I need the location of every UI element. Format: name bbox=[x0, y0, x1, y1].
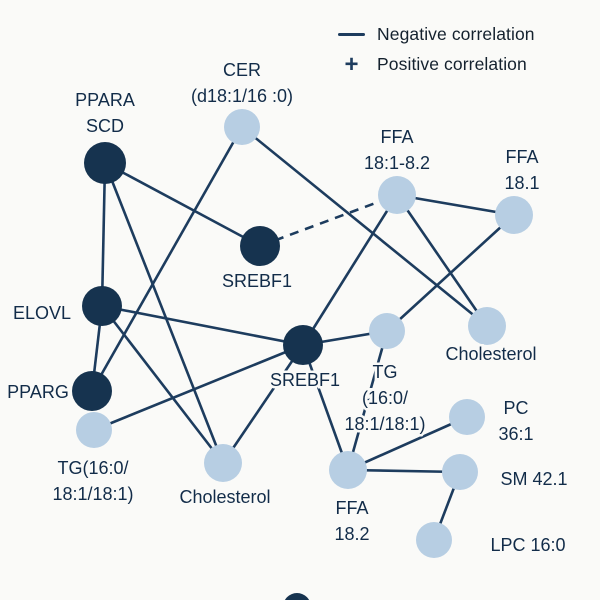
edge-ffa_18_1_8_2--ffa_18_1 bbox=[396, 193, 515, 217]
node-srebf1_a bbox=[240, 226, 280, 266]
edge-ppara_scd--chol_bottom bbox=[103, 162, 225, 464]
node-label-lpc_16_0: LPC 16:0 bbox=[490, 535, 565, 555]
node-label-tg_right: TG (16:0/18:1/18:1) bbox=[344, 362, 425, 434]
edge-ppara_scd--srebf1_a bbox=[104, 161, 261, 248]
node-elovl bbox=[82, 286, 122, 326]
node-label-ffa_18_1_8_2: FFA 18:1-8.2 bbox=[364, 127, 430, 173]
node-chol_bottom bbox=[204, 444, 242, 482]
edge-ppara_scd--elovl bbox=[100, 162, 107, 307]
node-pc_36_1 bbox=[449, 399, 485, 435]
node-label-chol_bottom: Cholesterol bbox=[179, 487, 270, 507]
node-label-sm_42_1: SM 42.1 bbox=[500, 469, 567, 489]
legend: Negative correlation + Positive correlat… bbox=[338, 24, 535, 78]
node-cer bbox=[224, 109, 260, 145]
node-chol_right bbox=[468, 307, 506, 345]
node-label-cer: CER (d18:1/16 :0) bbox=[191, 60, 293, 106]
negative-correlation-label: Negative correlation bbox=[377, 24, 535, 44]
edge-srebf1_b--tg_left bbox=[93, 343, 304, 432]
edge-srebf1_b--ffa_18_2 bbox=[301, 344, 350, 471]
node-label-pparg: PPARG bbox=[7, 382, 69, 402]
edge-elovl--chol_bottom bbox=[100, 305, 225, 464]
node-sm_42_1 bbox=[442, 454, 478, 490]
node-tg_left bbox=[76, 412, 112, 448]
edge-tg_right--ffa_18_2 bbox=[346, 330, 389, 471]
label-layer: PPARA SCD CER (d18:1/16 :0) SREBF1 FFA 18:1-8.… bbox=[5, 58, 570, 558]
node-label-ppara_scd: PPARA SCD bbox=[75, 90, 135, 136]
node-ffa_18_1_8_2 bbox=[378, 176, 416, 214]
edge-srebf1_a--ffa_18_1_8_2 bbox=[259, 193, 398, 248]
legend-item-positive: + Positive correlation bbox=[338, 50, 535, 78]
edge-cer--pparg bbox=[90, 126, 244, 392]
node-label-tg_left: TG(16:0/18:1/18:1) bbox=[52, 458, 133, 504]
edge-srebf1_b--ffa_18_1_8_2 bbox=[301, 194, 399, 346]
node-label-ffa_18_2: FFA 18.2 bbox=[334, 498, 369, 544]
node-layer bbox=[72, 109, 533, 600]
node-lpc_16_0 bbox=[416, 522, 452, 558]
node-label-ffa_18_1: FFA 18.1 bbox=[504, 147, 539, 193]
node-label-pc_36_1: PC 36:1 bbox=[498, 398, 533, 444]
node-pparg bbox=[72, 371, 112, 411]
edge-ffa_18_1_8_2--chol_right bbox=[395, 194, 489, 327]
node-label-chol_right: Cholesterol bbox=[445, 344, 536, 364]
edge-cer--chol_right bbox=[241, 125, 488, 328]
negative-correlation-line-icon bbox=[338, 33, 365, 36]
node-label-srebf1_a: SREBF1 bbox=[222, 271, 292, 291]
edge-elovl--srebf1_b bbox=[101, 304, 304, 347]
node-partial_bottom bbox=[284, 593, 310, 600]
node-ppara_scd bbox=[84, 142, 126, 184]
node-srebf1_b bbox=[283, 325, 323, 365]
node-label-elovl: ELOVL bbox=[13, 303, 71, 323]
node-label-srebf1_b: SREBF1 bbox=[270, 370, 340, 390]
edge-ffa_18_2--pc_36_1 bbox=[347, 415, 468, 472]
legend-item-negative: Negative correlation bbox=[338, 24, 535, 45]
positive-correlation-plus-icon: + bbox=[344, 50, 359, 78]
edge-srebf1_b--chol_bottom bbox=[221, 344, 305, 464]
node-tg_right bbox=[369, 313, 405, 349]
node-ffa_18_1 bbox=[495, 196, 533, 234]
positive-correlation-label: Positive correlation bbox=[377, 54, 527, 74]
edge-ffa_18_1--tg_right bbox=[386, 214, 515, 332]
node-ffa_18_2 bbox=[329, 451, 367, 489]
